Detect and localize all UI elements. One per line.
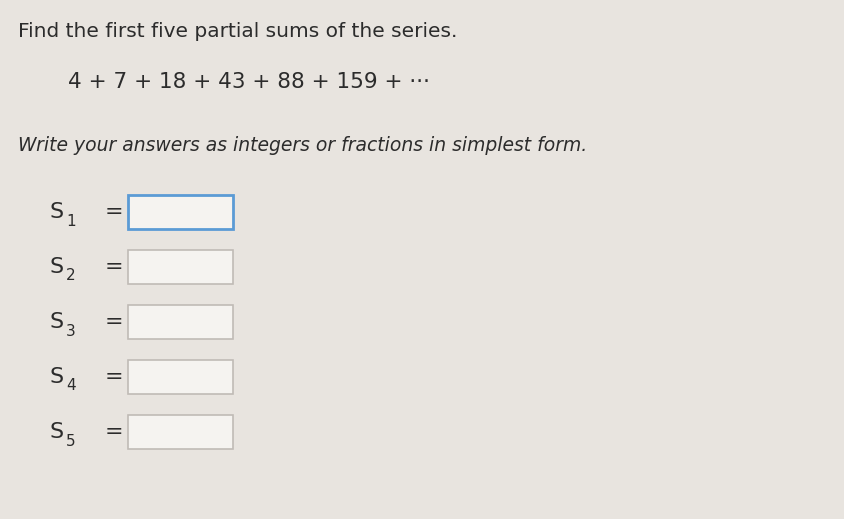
Text: S: S xyxy=(50,202,64,222)
FancyBboxPatch shape xyxy=(127,360,233,394)
Text: 4 + 7 + 18 + 43 + 88 + 159 + ···: 4 + 7 + 18 + 43 + 88 + 159 + ··· xyxy=(68,72,430,92)
Text: S: S xyxy=(50,367,64,387)
Text: =: = xyxy=(105,367,123,387)
FancyBboxPatch shape xyxy=(127,415,233,449)
FancyBboxPatch shape xyxy=(127,305,233,339)
Text: =: = xyxy=(105,202,123,222)
Text: 1: 1 xyxy=(66,213,75,228)
Text: 5: 5 xyxy=(66,433,75,448)
Text: S: S xyxy=(50,257,64,277)
FancyBboxPatch shape xyxy=(127,195,233,229)
Text: Write your answers as integers or fractions in simplest form.: Write your answers as integers or fracti… xyxy=(18,136,587,155)
Text: 4: 4 xyxy=(66,378,75,393)
Text: 2: 2 xyxy=(66,268,75,283)
Text: =: = xyxy=(105,257,123,277)
FancyBboxPatch shape xyxy=(127,250,233,284)
Text: S: S xyxy=(50,422,64,442)
Text: =: = xyxy=(105,312,123,332)
Text: =: = xyxy=(105,422,123,442)
Text: Find the first five partial sums of the series.: Find the first five partial sums of the … xyxy=(18,22,457,41)
Text: 3: 3 xyxy=(66,323,76,338)
Text: S: S xyxy=(50,312,64,332)
